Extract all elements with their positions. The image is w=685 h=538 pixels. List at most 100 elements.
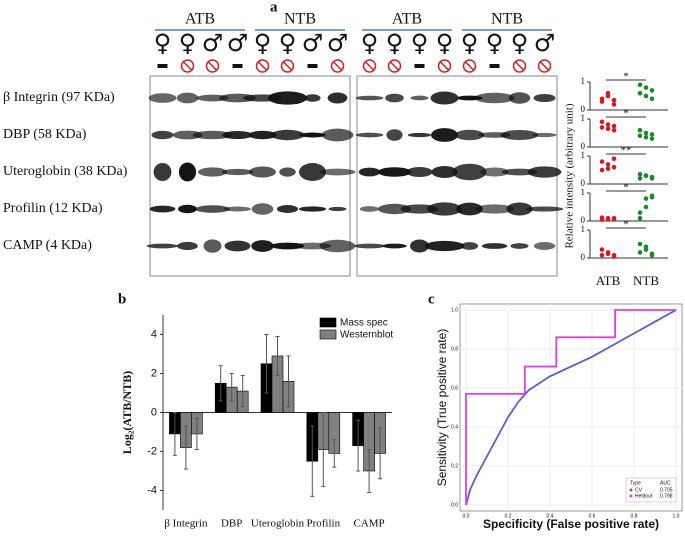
y-tick-label: 0.0 — [451, 502, 458, 508]
dot — [611, 123, 617, 129]
sex-symbol: ♀ — [154, 29, 172, 57]
dot — [637, 82, 643, 88]
dot — [611, 164, 617, 170]
marker — [307, 64, 318, 68]
sex-symbol: ♀ — [179, 29, 197, 57]
x-tick-label: Uteroglobin — [251, 518, 305, 530]
blot-band — [377, 203, 412, 215]
y-tick-label: 0 — [581, 141, 586, 151]
dot — [611, 156, 617, 162]
sex-symbol: ♂ — [534, 29, 556, 57]
blot-band — [474, 92, 515, 104]
blot-band — [197, 167, 228, 177]
blot-band — [430, 91, 459, 105]
dot — [605, 122, 611, 127]
dot — [643, 196, 649, 201]
blot-band — [407, 132, 432, 138]
group-label: NTB — [284, 11, 316, 28]
dot — [637, 133, 643, 139]
blot-band — [508, 92, 531, 104]
no-smoking-slash — [389, 61, 400, 71]
legend-header: Type — [630, 480, 641, 486]
marker — [414, 64, 425, 68]
protein-label: DBP (58 KDa) — [3, 127, 87, 142]
no-smoking-icon — [280, 59, 295, 73]
blot-band — [359, 206, 380, 212]
legend-marker — [629, 494, 633, 498]
legend-swatch — [319, 329, 337, 340]
legend-label: Westernblot — [340, 330, 393, 341]
blot-band — [410, 239, 429, 253]
blot-band — [427, 202, 462, 216]
legend-header: AUC — [660, 480, 671, 486]
y-tick-label: 0.2 — [451, 463, 458, 469]
y-tick-label: 1 — [581, 113, 586, 123]
dot — [649, 132, 655, 137]
blot-band — [224, 240, 251, 252]
legend-label: Heldout — [635, 493, 653, 499]
dot — [605, 166, 611, 171]
blot-band — [354, 243, 385, 249]
blot-band — [224, 206, 251, 212]
blot-band — [480, 167, 509, 177]
dot — [637, 90, 643, 96]
no-smoking-icon — [462, 59, 477, 73]
y-tick-label: 1 — [581, 187, 586, 197]
no-smoking-slash — [464, 61, 475, 71]
dot — [605, 90, 611, 96]
legend-label: Mass spec — [340, 318, 388, 329]
blot-band — [533, 93, 556, 103]
blot-band — [251, 203, 274, 215]
sex-symbol: ♀ — [436, 29, 454, 57]
marker — [232, 64, 243, 68]
y-tick-label: 2 — [151, 367, 157, 379]
blot-band — [270, 129, 305, 141]
y-tick-label: -4 — [147, 484, 157, 496]
dot — [649, 176, 655, 181]
legend-swatch — [319, 317, 337, 328]
dot — [611, 252, 617, 258]
dot — [605, 162, 611, 167]
dot — [643, 93, 649, 99]
no-smoking-slash — [539, 61, 550, 71]
sex-symbol: ♀ — [386, 29, 404, 57]
dot — [643, 247, 649, 252]
legend-auc: 0.705 — [660, 487, 673, 493]
blot-band — [149, 205, 176, 213]
blot-band — [386, 129, 403, 141]
sex-symbol: ♀ — [511, 29, 529, 57]
legend-auc: 0.798 — [660, 493, 673, 499]
dot — [637, 127, 643, 133]
blot-band — [304, 94, 321, 102]
blot-band — [178, 162, 197, 182]
no-smoking-slash — [439, 61, 450, 71]
dot — [599, 119, 605, 125]
no-smoking-slash — [282, 61, 293, 71]
legend-marker — [629, 488, 633, 492]
no-smoking-icon — [387, 59, 402, 73]
group-label: NTB — [491, 11, 523, 28]
x-tick-label: 1.0 — [673, 513, 680, 519]
y-axis-label: Log₂(ATB/NTB) — [120, 371, 134, 454]
blot-band — [506, 202, 533, 216]
no-smoking-icon — [437, 59, 452, 73]
no-smoking-icon — [180, 59, 195, 73]
blot-band — [533, 242, 556, 250]
no-smoking-slash — [257, 61, 268, 71]
y-tick-label: 0 — [581, 252, 586, 262]
blot-band — [456, 202, 483, 216]
blot-band — [176, 92, 199, 104]
no-smoking-slash — [364, 61, 375, 71]
x-tick-label: ATB — [596, 273, 621, 288]
blot-band — [431, 166, 458, 178]
y-tick-label: 4 — [151, 328, 157, 340]
blot-band — [406, 166, 433, 178]
blot-band — [248, 130, 277, 140]
dot — [637, 171, 643, 177]
y-tick-label: 1 — [581, 76, 586, 86]
protein-label: CAMP (4 KDa) — [3, 238, 92, 253]
sex-symbol: ♀ — [279, 29, 297, 57]
y-tick-label: 0.8 — [451, 346, 458, 352]
blot-band — [321, 128, 354, 142]
blot-band — [319, 168, 356, 176]
